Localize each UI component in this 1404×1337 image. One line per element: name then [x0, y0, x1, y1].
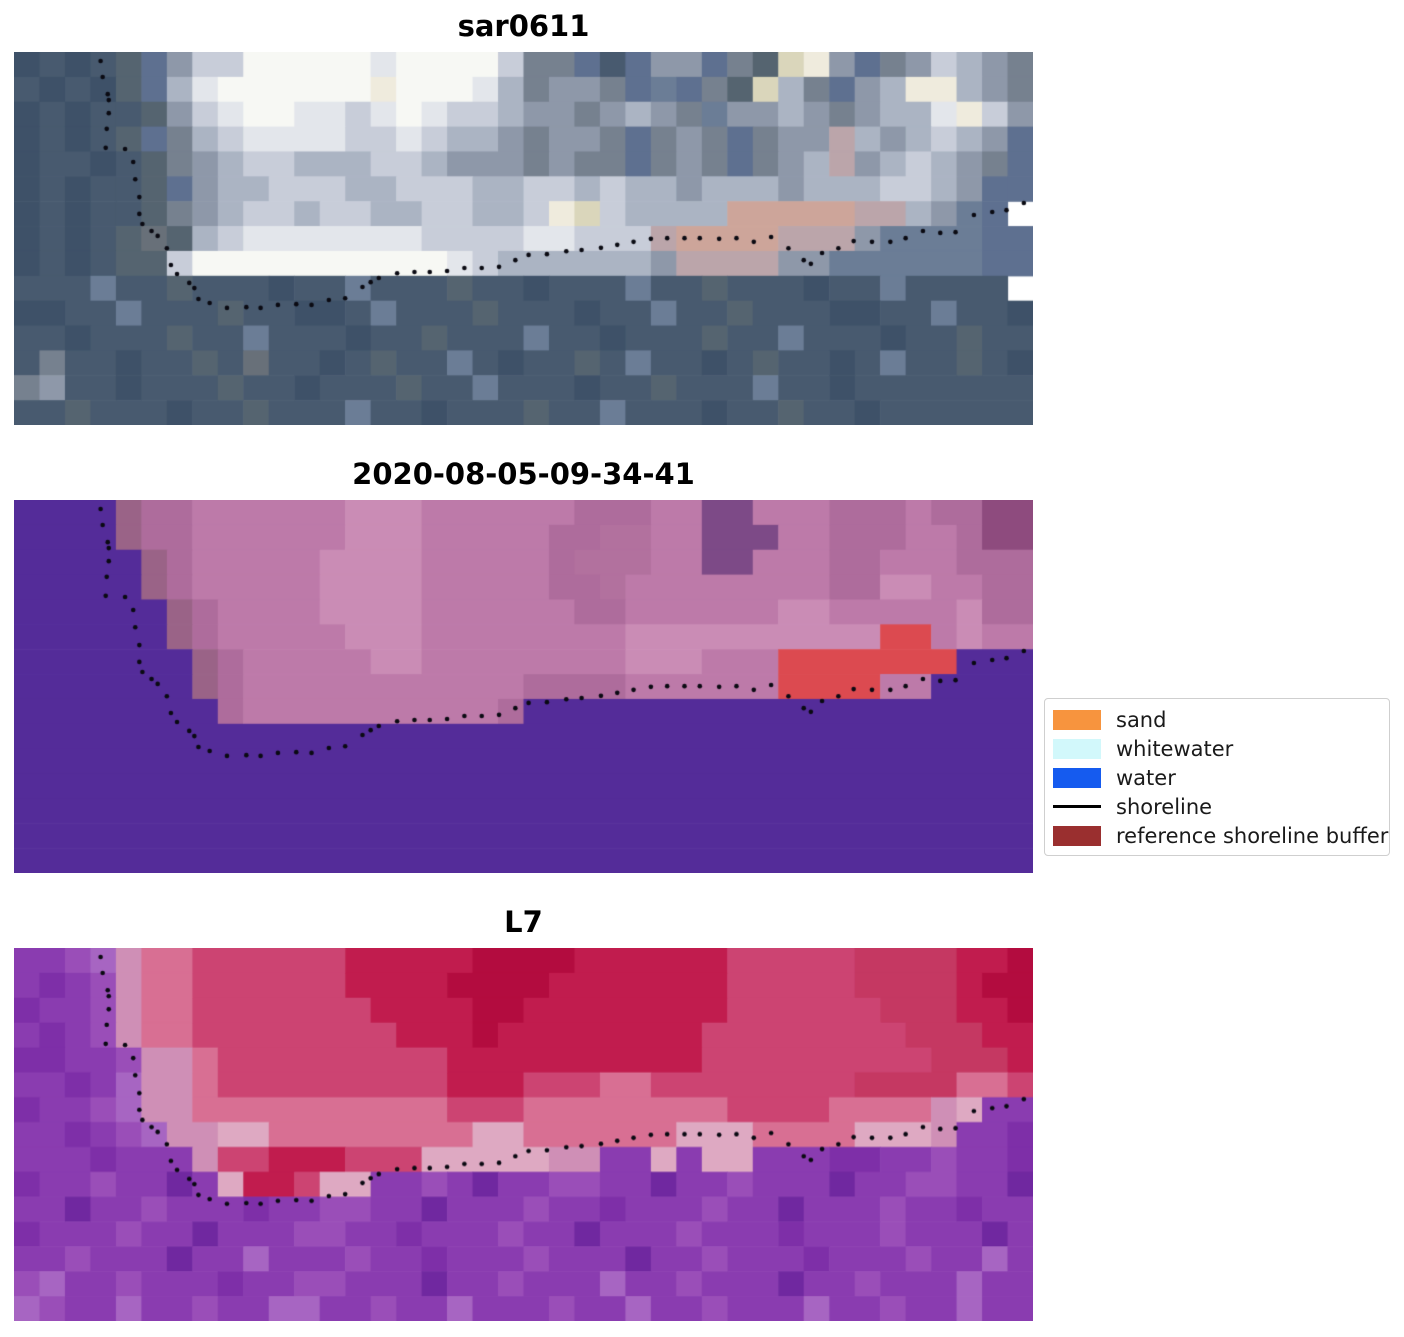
legend-item-sand: sand — [1053, 706, 1389, 735]
panel-title-date: 2020-08-05-09-34-41 — [352, 457, 695, 491]
legend-item-reference-buffer: reference shoreline buffer — [1053, 821, 1389, 850]
legend-item-whitewater: whitewater — [1053, 735, 1389, 764]
legend-label: whitewater — [1116, 737, 1234, 762]
panel-sar0611 — [14, 52, 1033, 425]
legend: sand whitewater water shoreline referenc… — [1044, 698, 1390, 856]
water-color-swatch — [1053, 767, 1101, 788]
legend-item-shoreline: shoreline — [1053, 792, 1389, 821]
whitewater-color-swatch — [1053, 739, 1101, 760]
sar0611-satellite-image — [14, 52, 1033, 425]
classified-image — [14, 500, 1033, 873]
legend-label: reference shoreline buffer — [1116, 823, 1389, 848]
legend-label: shoreline — [1116, 794, 1213, 819]
sand-color-swatch — [1053, 710, 1101, 731]
l7-false-color-image — [14, 948, 1033, 1321]
legend-item-water: water — [1053, 764, 1389, 793]
panel-classified — [14, 500, 1033, 873]
panel-title-sar0611: sar0611 — [457, 9, 590, 43]
legend-label: water — [1116, 765, 1176, 790]
panel-l7 — [14, 948, 1033, 1321]
reference-buffer-color-swatch — [1053, 825, 1101, 846]
legend-label: sand — [1116, 708, 1167, 733]
panel-title-l7: L7 — [504, 905, 543, 939]
shoreline-line-swatch — [1053, 805, 1101, 809]
